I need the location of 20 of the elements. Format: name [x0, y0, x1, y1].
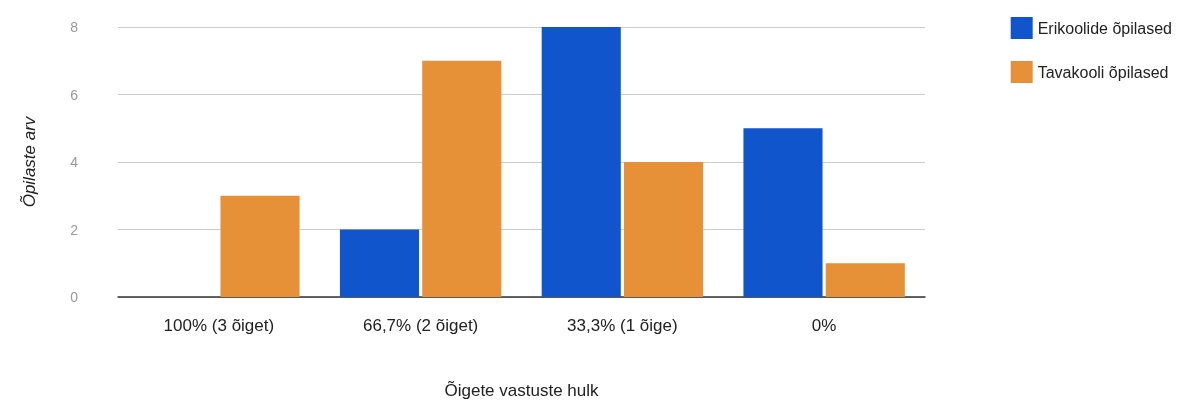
bar: [220, 195, 300, 297]
y-tick-label: 2: [70, 221, 79, 238]
bar: [623, 162, 704, 297]
y-tick-label: 4: [70, 154, 79, 170]
y-tick-label: 6: [70, 86, 79, 103]
x-tick-label: 100% (3 õiget): [163, 316, 275, 335]
y-tick-label: 0: [70, 289, 79, 305]
bar: [825, 263, 905, 297]
bar: [541, 27, 621, 297]
bar: [339, 229, 420, 297]
y-axis-title: Õpilaste arv: [20, 115, 39, 208]
bar: [422, 60, 502, 297]
x-tick-label: 66,7% (2 õiget): [362, 316, 479, 335]
bar: [743, 128, 823, 297]
y-tick-label: 8: [70, 19, 79, 35]
x-axis-title: Õigete vastuste hulk: [444, 381, 600, 400]
x-tick-label: 33,3% (1 õige): [567, 316, 678, 335]
legend-label: Erikoolide õpilased: [1037, 19, 1173, 37]
legend-label: Tavakooli õpilased: [1037, 63, 1169, 81]
x-tick-label: 0%: [811, 316, 837, 335]
